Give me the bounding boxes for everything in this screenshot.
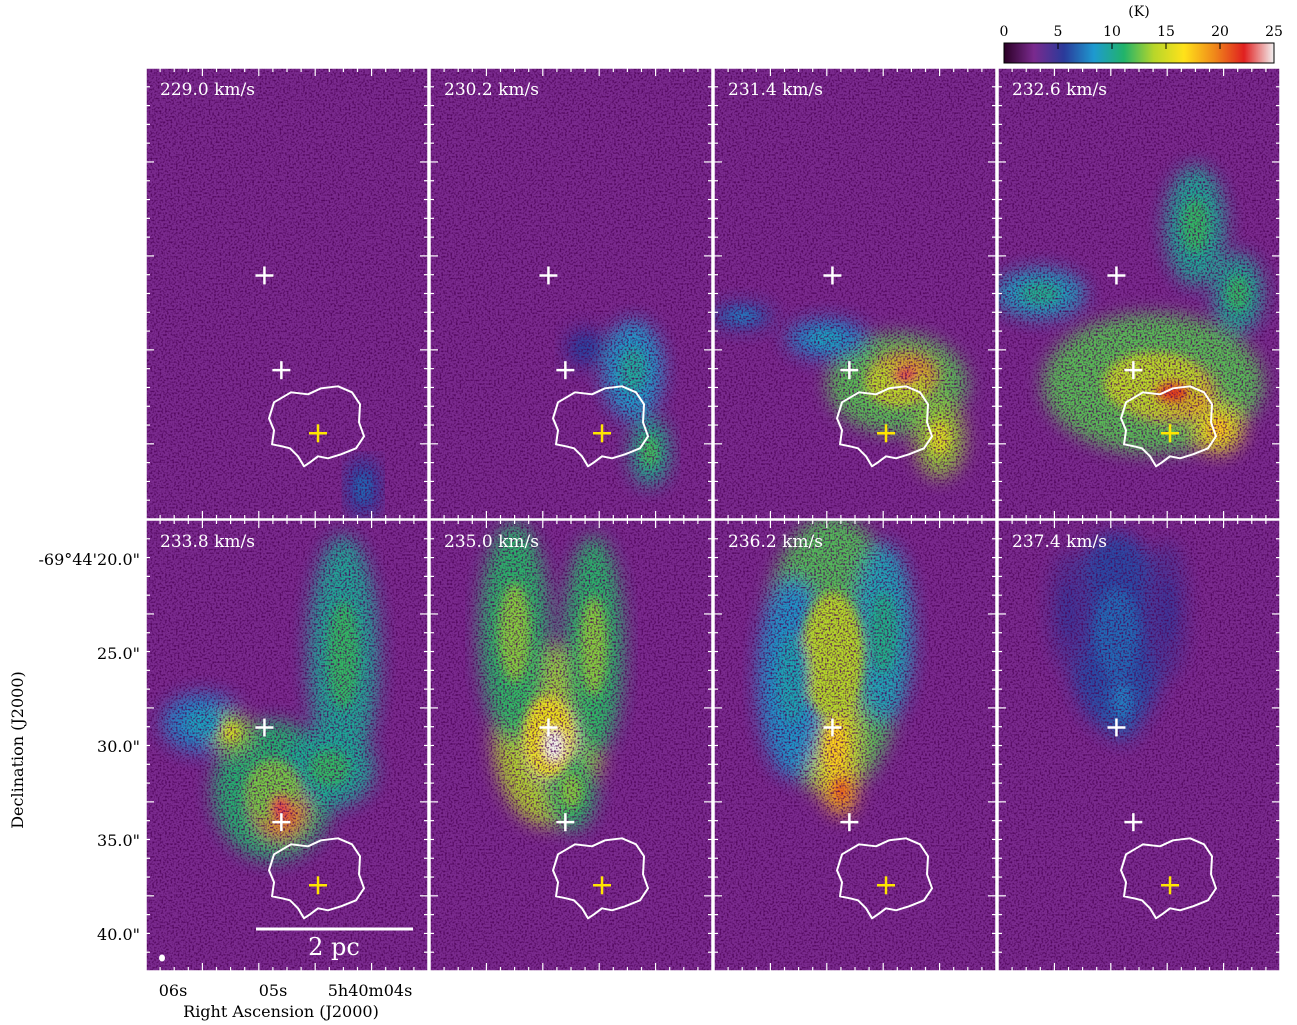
source-cross-marker xyxy=(556,361,575,380)
source-cross-marker xyxy=(556,813,575,832)
channel-panel: 237.4 km/s xyxy=(997,519,1281,972)
colorbar-tick-label: 5 xyxy=(1054,24,1063,40)
ionized-region-contour xyxy=(1120,837,1218,920)
colorbar-tick-label: 15 xyxy=(1157,24,1175,40)
y-axis-label: Declination (J2000) xyxy=(8,671,27,829)
panel-velocity-label: 235.0 km/s xyxy=(444,532,539,552)
colorbar-unit-label: (K) xyxy=(1128,4,1149,20)
colorbar-tick-label: 20 xyxy=(1211,24,1229,40)
y-tick-label: 40.0" xyxy=(97,925,140,944)
channel-panel: 231.4 km/s xyxy=(713,67,997,520)
source-cross-marker xyxy=(823,718,842,737)
panel-velocity-label: 229.0 km/s xyxy=(160,80,255,100)
channel-panel: 232.6 km/s xyxy=(997,67,1281,520)
channel-panel: 230.2 km/s xyxy=(429,67,713,520)
ionized-region-contour xyxy=(552,385,650,468)
noise-texture xyxy=(430,520,712,971)
source-cross-marker xyxy=(823,266,842,285)
noise-texture xyxy=(146,68,428,519)
colorbar-tick-label: 10 xyxy=(1103,24,1121,40)
source-cross-marker xyxy=(272,361,291,380)
source-cross-marker xyxy=(1107,718,1126,737)
colorbar-tick-label: 0 xyxy=(1000,24,1009,40)
noise-texture xyxy=(714,520,996,971)
ionized-region-contour xyxy=(836,837,934,920)
source-cross-marker xyxy=(840,361,859,380)
source-cross-marker xyxy=(1124,361,1143,380)
panel-velocity-label: 230.2 km/s xyxy=(444,80,539,100)
x-tick-label: 05s xyxy=(259,981,288,1000)
panel-ticks xyxy=(998,520,1280,971)
source-cross-marker xyxy=(877,876,896,895)
noise-texture xyxy=(430,68,712,519)
noise-texture xyxy=(146,520,428,971)
ionized-region-contour xyxy=(552,837,650,920)
y-tick-labels: -69°44'20.0" 25.0" 30.0" 35.0" 40.0" xyxy=(38,550,140,944)
panel-ticks xyxy=(714,520,996,971)
panel-velocity-label: 232.6 km/s xyxy=(1012,80,1107,100)
channel-panel: 233.8 km/s xyxy=(145,519,429,972)
x-tick-label: 5h40m04s xyxy=(328,981,413,1000)
y-tick-label: -69°44'20.0" xyxy=(38,550,140,569)
source-cross-marker xyxy=(539,718,558,737)
colorbar-tick-label: 25 xyxy=(1265,24,1283,40)
source-cross-marker xyxy=(877,424,896,443)
source-cross-marker xyxy=(593,876,612,895)
panel-velocity-label: 233.8 km/s xyxy=(160,532,255,552)
source-cross-marker xyxy=(593,424,612,443)
scale-bar: 2 pc xyxy=(256,927,413,961)
scale-bar-label: 2 pc xyxy=(308,933,360,961)
ionized-region-contour xyxy=(1120,385,1218,468)
panel-grid: 229.0 km/s 230.2 km/s 231.4 km/s 232.6 km/s… xyxy=(145,67,1281,972)
panel-velocity-label: 236.2 km/s xyxy=(728,532,823,552)
source-cross-marker xyxy=(1107,266,1126,285)
x-tick-labels: 06s 05s 5h40m04s xyxy=(159,981,413,1000)
colorbar-gradient xyxy=(1003,42,1275,64)
panel-ticks xyxy=(714,68,996,519)
source-cross-marker xyxy=(255,266,274,285)
panel-velocity-label: 237.4 km/s xyxy=(1012,532,1107,552)
source-cross-marker xyxy=(1161,424,1180,443)
source-cross-marker xyxy=(255,718,274,737)
source-cross-marker xyxy=(1124,813,1143,832)
panel-ticks xyxy=(998,68,1280,519)
panel-ticks xyxy=(430,520,712,971)
source-cross-marker xyxy=(1161,876,1180,895)
source-cross-marker xyxy=(272,813,291,832)
ionized-region-contour xyxy=(836,385,934,468)
noise-texture xyxy=(714,68,996,519)
panel-ticks xyxy=(430,68,712,519)
source-cross-marker xyxy=(309,876,328,895)
channel-panel: 229.0 km/s xyxy=(145,67,429,520)
panel-velocity-label: 231.4 km/s xyxy=(728,80,823,100)
noise-texture xyxy=(998,68,1280,519)
source-cross-marker xyxy=(309,424,328,443)
y-tick-label: 35.0" xyxy=(97,831,140,850)
channel-panel: 235.0 km/s xyxy=(429,519,713,972)
source-cross-marker xyxy=(840,813,859,832)
ionized-region-contour xyxy=(268,837,366,920)
ionized-region-contour xyxy=(268,385,366,468)
colorbar: 0 5 10 15 20 25 (K) xyxy=(1000,4,1283,64)
noise-texture xyxy=(998,520,1280,971)
panel-ticks xyxy=(146,68,428,519)
beam-ellipse xyxy=(159,954,165,962)
source-cross-marker xyxy=(539,266,558,285)
y-tick-label: 30.0" xyxy=(97,737,140,756)
channel-panel: 236.2 km/s xyxy=(713,519,997,972)
x-axis-label: Right Ascension (J2000) xyxy=(183,1002,379,1021)
colorbar-ticks: 0 5 10 15 20 25 xyxy=(1000,24,1283,49)
x-tick-label: 06s xyxy=(159,981,188,1000)
y-tick-label: 25.0" xyxy=(97,644,140,663)
panel-ticks xyxy=(146,520,428,971)
